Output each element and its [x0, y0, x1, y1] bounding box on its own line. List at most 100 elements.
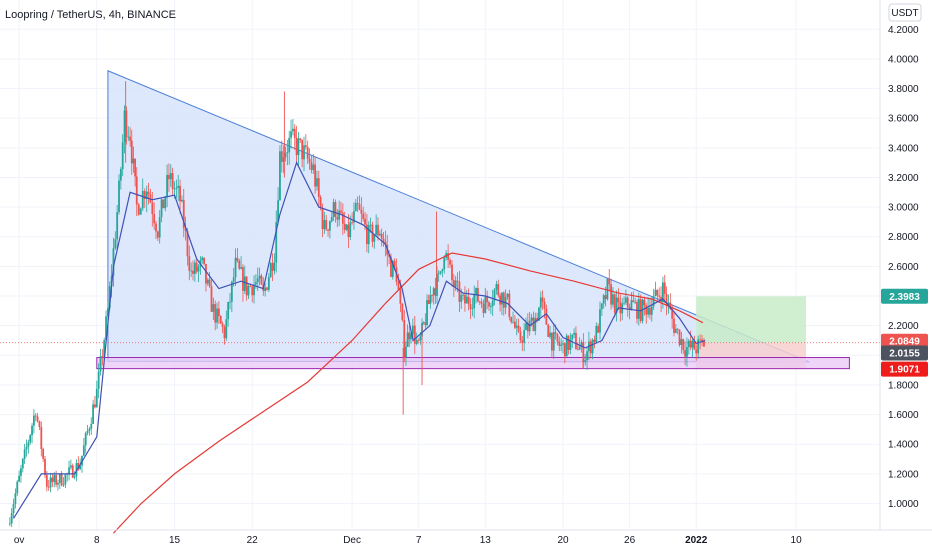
candle-body — [121, 142, 124, 170]
candle-body — [60, 473, 63, 486]
candle-body — [280, 151, 283, 162]
candle-body — [195, 262, 198, 272]
price-tag-value: 2.0849 — [889, 337, 920, 348]
candle-body — [125, 110, 128, 137]
price-tag-value: 2.3983 — [889, 292, 920, 303]
candle-body — [164, 197, 167, 209]
candle-body — [551, 332, 553, 351]
candle-body — [434, 288, 437, 296]
candle-body — [210, 286, 213, 312]
candle-body — [604, 295, 607, 300]
candle-body — [565, 335, 568, 357]
candle-body — [34, 415, 37, 417]
candle-body — [225, 319, 228, 339]
candle-body — [415, 339, 418, 344]
candle-body — [422, 322, 425, 324]
candle-body — [643, 299, 646, 306]
x-tick-label: 15 — [169, 535, 181, 546]
candle-body — [258, 275, 261, 279]
candle-body — [36, 416, 39, 422]
candle-body — [610, 284, 612, 305]
candle-body — [382, 238, 385, 242]
candle-body — [521, 340, 524, 343]
candle-body — [53, 475, 56, 483]
candle-body — [242, 267, 244, 291]
candle-body — [360, 209, 363, 214]
candle-body — [575, 332, 577, 349]
candle-body — [567, 335, 570, 350]
candle-body — [669, 302, 672, 309]
long-position-target-zone — [696, 296, 807, 343]
price-tag-box — [881, 288, 928, 304]
candle-body — [8, 523, 11, 525]
candle-body — [153, 214, 156, 224]
y-tick-label: 1.8000 — [888, 380, 919, 391]
candle-body — [21, 458, 24, 469]
x-tick-label: 26 — [624, 535, 636, 546]
candle-body — [628, 307, 631, 310]
candle-body — [401, 303, 404, 320]
candle-body — [552, 332, 555, 351]
candle-body — [600, 303, 603, 310]
candle-body — [419, 336, 422, 341]
candle-body — [558, 341, 561, 346]
candle-body — [519, 331, 522, 341]
candle-body — [249, 286, 252, 287]
candle-body — [471, 308, 474, 309]
candle-body — [139, 208, 142, 215]
candle-body — [678, 329, 681, 346]
candle-body — [687, 340, 690, 348]
candle-body — [216, 308, 218, 323]
candle-body — [663, 282, 666, 294]
candle-body — [288, 137, 291, 153]
candle-body — [539, 297, 542, 308]
candle-body — [51, 477, 54, 483]
candle-body — [397, 282, 400, 290]
time-axis[interactable]: ov 8 15 22 Dec 7 13 20 26 2022 10 — [14, 535, 802, 546]
candle-body — [547, 324, 550, 337]
x-tick-label: 7 — [416, 535, 422, 546]
candle-body — [271, 263, 274, 271]
candle-body — [654, 289, 657, 297]
candle-body — [267, 277, 270, 290]
candle-body — [297, 138, 300, 156]
candle-body — [390, 256, 392, 277]
candle-body — [219, 316, 222, 324]
candle-body — [613, 294, 616, 313]
candle-body — [634, 302, 637, 303]
candle-body — [625, 297, 627, 303]
candle-body — [181, 199, 183, 202]
candle-body — [482, 303, 485, 313]
candle-body — [208, 279, 211, 287]
candle-body — [40, 426, 43, 449]
candle-body — [44, 458, 46, 475]
price-tag-box — [881, 361, 928, 377]
candle-body — [151, 202, 154, 215]
candle-body — [523, 330, 526, 343]
candle-body — [99, 356, 102, 372]
candle-body — [452, 280, 455, 288]
candle-body — [349, 222, 352, 238]
y-tick-label: 2.6000 — [888, 262, 919, 273]
price-tag-value: 2.0155 — [889, 349, 920, 360]
candle-body — [314, 164, 316, 187]
candle-body — [84, 433, 87, 446]
candle-body — [203, 257, 205, 265]
candle-body — [62, 484, 65, 486]
candle-body — [354, 203, 357, 212]
candle-body — [103, 340, 106, 357]
currency-button[interactable]: USDT — [888, 3, 922, 22]
candle-body — [25, 446, 28, 450]
candle-body — [264, 287, 267, 291]
currency-button-frame — [888, 3, 922, 22]
candle-body — [649, 307, 651, 315]
y-tick-label: 3.6000 — [888, 114, 919, 125]
candle-body — [253, 284, 255, 296]
candle-body — [284, 152, 287, 158]
candle-body — [47, 486, 50, 488]
candle-body — [308, 158, 311, 163]
candle-body — [686, 347, 688, 357]
x-tick-label: 2022 — [685, 535, 708, 546]
